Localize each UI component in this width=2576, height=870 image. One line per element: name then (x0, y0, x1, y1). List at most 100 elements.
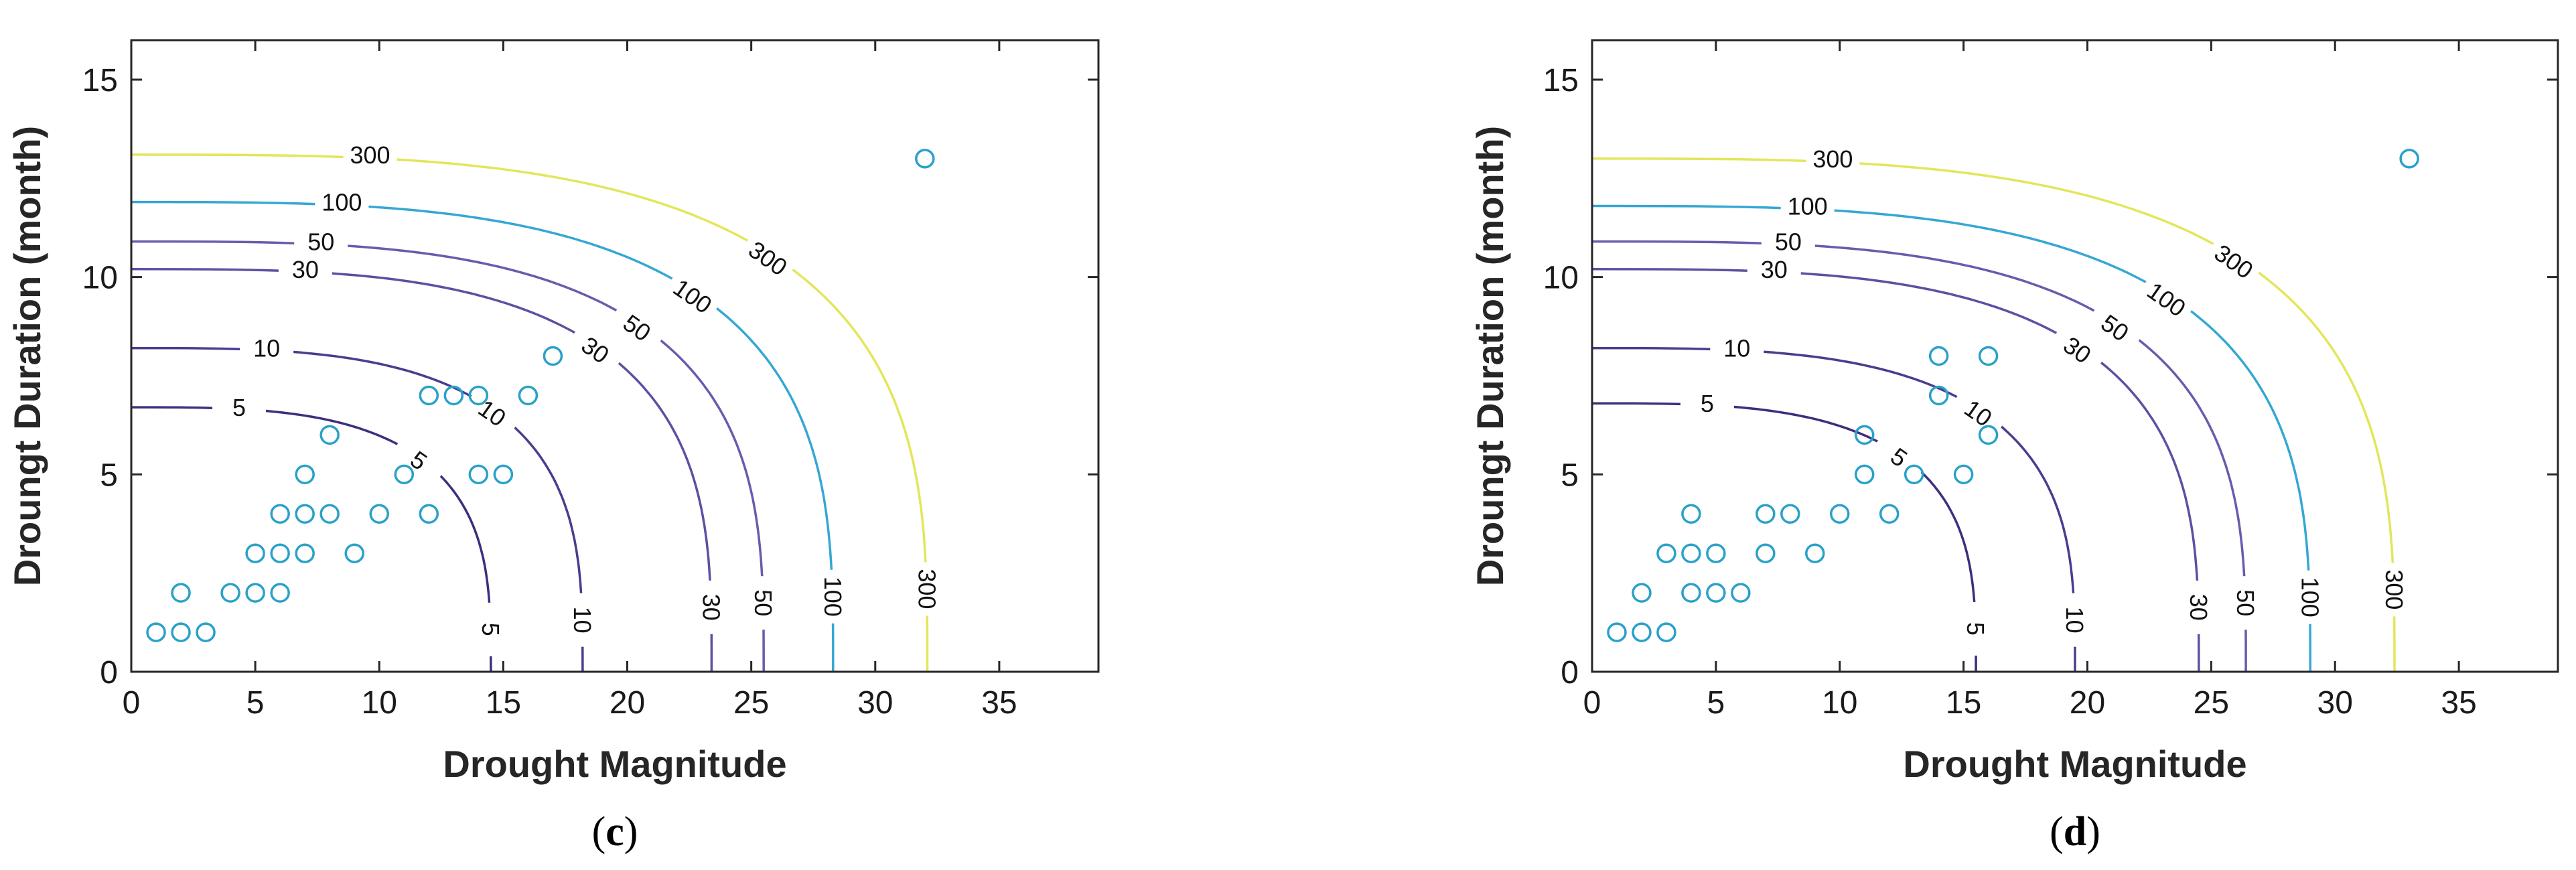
contour-label-bg (2295, 570, 2325, 624)
caption-open: ( (2050, 809, 2064, 855)
contour-label-bg (315, 187, 369, 217)
contour-label-bg (2231, 576, 2261, 630)
contour-label-bg (278, 254, 332, 284)
contour-label-10: 10 (2061, 607, 2088, 634)
data-point (1829, 504, 1850, 524)
x-tick-label: 20 (2070, 685, 2105, 721)
contour-label-bg (461, 385, 523, 441)
y-tick-label: 0 (100, 655, 118, 691)
data-point (1731, 583, 1751, 603)
contour-label-bg (476, 602, 506, 656)
contour-label-bg (606, 300, 668, 356)
data-point (468, 385, 489, 406)
x-tick-label: 25 (733, 685, 769, 721)
data-point (1904, 464, 1924, 485)
contour-label-50: 50 (307, 228, 334, 256)
x-tick-label: 10 (362, 685, 397, 721)
data-point (1706, 583, 1726, 603)
x-tick-label: 0 (123, 685, 141, 721)
caption-letter: d (2064, 809, 2086, 855)
data-point (1978, 346, 1999, 366)
data-point (1928, 385, 1949, 406)
x-tick-label: 35 (2441, 685, 2476, 721)
contour-label-bg (2379, 563, 2409, 617)
plot-frame (130, 39, 1100, 673)
contour-label-bg (212, 392, 267, 423)
data-point (295, 543, 315, 563)
contour-label-bg (749, 576, 779, 630)
data-point (1780, 504, 1800, 524)
data-point (319, 425, 340, 445)
contour-label-bg (388, 433, 449, 488)
y-tick-label: 10 (82, 261, 118, 296)
y-tick-label: 15 (82, 63, 118, 98)
data-point (1632, 622, 1652, 642)
contour-label-100: 100 (819, 577, 847, 617)
x-tick-label: 15 (1946, 685, 1981, 721)
x-axis-label: Drought Magnitude (443, 743, 786, 785)
panel-c: 5551010103030305050501001001003003003000… (6, 39, 1100, 855)
data-point (1681, 583, 1701, 603)
y-axis-label: Droungt Duration (month) (6, 126, 48, 586)
contour-label-bg (2203, 234, 2265, 289)
contour-label-50: 50 (749, 589, 777, 616)
panel-caption: (d) (2050, 809, 2100, 855)
plot-frame (1591, 39, 2559, 673)
contour-line-100 (131, 200, 835, 672)
contour-label-bg (1710, 333, 1764, 363)
contour-label-bg (1869, 429, 1930, 485)
data-point (245, 583, 265, 603)
contour-label-5: 5 (1962, 622, 1989, 636)
data-point (270, 543, 290, 563)
contour-label-300: 300 (2380, 569, 2408, 609)
data-point (419, 385, 439, 406)
data-point (245, 543, 265, 563)
contour-line-10 (131, 346, 584, 672)
data-point (220, 583, 240, 603)
data-point (270, 583, 290, 603)
contour-label-5: 5 (232, 394, 246, 421)
caption-open: ( (592, 809, 606, 855)
data-point (443, 385, 464, 406)
contour-label-100: 100 (2296, 577, 2323, 618)
data-point (1681, 543, 1701, 563)
data-point (1607, 622, 1627, 642)
data-point (1928, 346, 1949, 366)
data-point (1756, 504, 1776, 524)
data-point (394, 464, 415, 485)
y-tick-label: 5 (1561, 457, 1579, 493)
data-point (295, 464, 315, 485)
panel-d: 5551010103030305050501001001003003003000… (1469, 39, 2559, 855)
contour-label-10: 10 (569, 607, 596, 634)
contour-label-bg (1780, 191, 1835, 221)
contour-label-10: 10 (253, 335, 280, 362)
data-point (419, 504, 439, 524)
x-tick-label: 25 (2194, 685, 2229, 721)
contour-label-30: 30 (697, 594, 725, 621)
contour-label-bg (2084, 300, 2146, 356)
y-tick-label: 0 (1561, 655, 1579, 691)
x-tick-label: 5 (1707, 685, 1725, 721)
contour-label-100: 100 (1788, 193, 1828, 220)
x-tick-label: 5 (246, 685, 265, 721)
contour-line-5 (131, 406, 492, 672)
contour-label-bg (662, 268, 723, 323)
data-point (171, 622, 191, 642)
x-tick-label: 15 (486, 685, 521, 721)
x-tick-label: 30 (857, 685, 893, 721)
contour-label-bg (1948, 385, 2009, 441)
data-point (344, 543, 364, 563)
data-point (270, 504, 290, 524)
data-point (1978, 425, 1999, 445)
data-point (493, 464, 514, 485)
y-tick-label: 15 (1543, 63, 1579, 98)
contour-label-30: 30 (292, 256, 319, 283)
caption-close: ) (2086, 809, 2100, 855)
contour-label-bg (2184, 580, 2214, 634)
y-axis-label: Droungt Duration (month) (1469, 126, 1511, 586)
contour-label-bg (1761, 226, 1815, 257)
contour-label-30: 30 (1761, 256, 1788, 283)
data-point (1681, 504, 1701, 524)
x-tick-label: 0 (1583, 685, 1601, 721)
